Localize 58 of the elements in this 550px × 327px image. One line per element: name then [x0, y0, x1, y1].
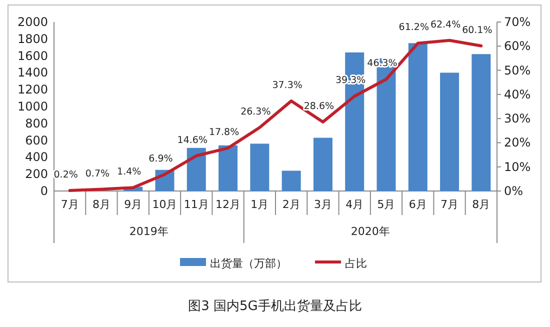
- data-label: 1.4%: [117, 166, 142, 178]
- data-label: 0.2%: [54, 170, 78, 181]
- bar: [218, 145, 238, 191]
- x-tick-label: 3月: [314, 198, 332, 211]
- y-tick-label: 0: [40, 184, 48, 198]
- text: 图3 国内5G手机出货量及占比: [188, 299, 362, 314]
- x-tick-label: 6月: [408, 198, 427, 211]
- x-tick-label: 1月: [250, 198, 269, 211]
- x-tick-label: 11月: [184, 198, 209, 211]
- text: 2019年: [129, 225, 168, 238]
- bar: [472, 54, 491, 191]
- x-tick-label: 10月: [152, 198, 178, 211]
- y-tick-label: 1600: [17, 48, 48, 63]
- bar: [440, 72, 460, 191]
- data-label: 60.1%: [462, 24, 492, 36]
- x-tick-label: 8月: [92, 198, 110, 211]
- x-tick-label: 2月: [282, 198, 300, 211]
- data-label: 26.3%: [240, 106, 271, 118]
- data-label: 62.4%: [430, 19, 461, 30]
- y-tick-label: 600: [25, 133, 48, 148]
- y2-tick-label: 60%: [504, 39, 531, 54]
- bar: [408, 43, 428, 191]
- x-tick-label: 4月: [346, 198, 364, 211]
- data-label: 61.2%: [398, 22, 429, 34]
- y2-tick-label: 10%: [504, 160, 531, 174]
- y2-tick-label: 40%: [504, 87, 531, 102]
- y-tick-label: 400: [25, 150, 48, 164]
- x-tick-label: 8月: [472, 198, 490, 211]
- bar: [282, 170, 301, 191]
- x-tick-label: 5月: [377, 198, 396, 211]
- bar: [186, 148, 206, 191]
- y-tick-label: 1400: [17, 66, 48, 80]
- y-tick-label: 1200: [17, 82, 48, 97]
- data-label: 17.8%: [208, 127, 240, 138]
- y2-tick-label: 70%: [504, 15, 531, 29]
- y-tick-label: 1800: [17, 32, 48, 46]
- data-label: 28.6%: [304, 100, 334, 112]
- x-tick-label: 7月: [440, 198, 459, 211]
- y2-tick-label: 30%: [504, 112, 531, 126]
- y-tick-label: 2000: [17, 15, 48, 29]
- x-tick-label: 12月: [216, 198, 241, 211]
- y-tick-label: 800: [25, 116, 48, 130]
- data-label: 14.6%: [177, 134, 208, 146]
- y2-tick-label: 0%: [504, 184, 524, 198]
- x-tick-label: 9月: [124, 198, 142, 211]
- y2-tick-label: 20%: [504, 136, 531, 150]
- y-tick-label: 200: [25, 167, 48, 182]
- legend-label: 出货量（万部）: [210, 257, 287, 270]
- bar: [313, 138, 332, 191]
- text: 2020年: [350, 225, 390, 238]
- x-tick-label: 7月: [60, 198, 79, 211]
- y2-tick-label: 50%: [504, 63, 531, 78]
- data-label: 6.9%: [148, 153, 173, 164]
- bar: [250, 144, 270, 191]
- data-label: 0.7%: [85, 168, 110, 180]
- data-label: 37.3%: [272, 80, 302, 91]
- legend-label: 占比: [345, 257, 367, 270]
- y-tick-label: 1000: [17, 100, 48, 114]
